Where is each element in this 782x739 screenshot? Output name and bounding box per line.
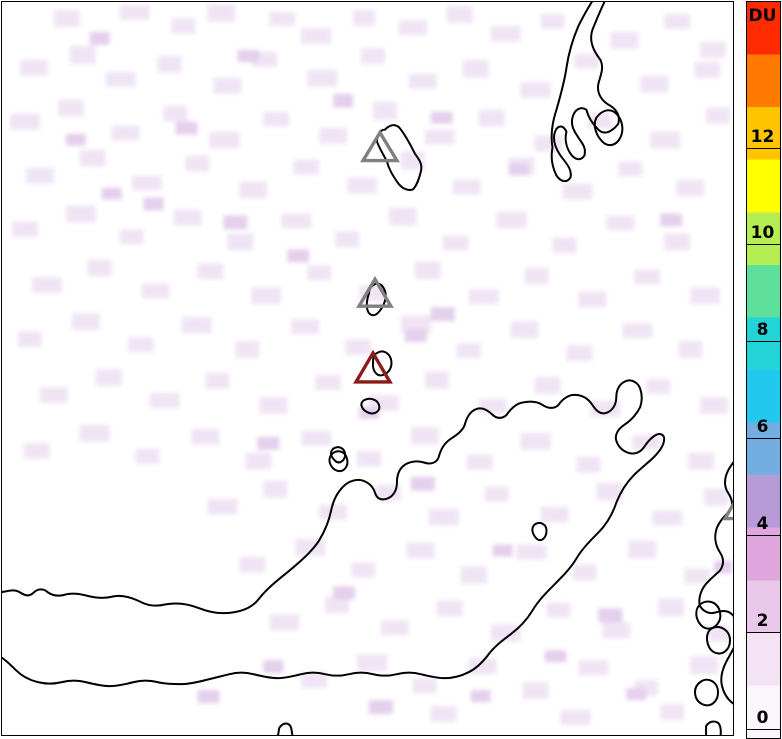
so2-data-raster xyxy=(9,3,733,726)
coast-north-sulawesi xyxy=(2,379,666,688)
colorbar-tick-6 xyxy=(746,438,781,439)
colorbar-tick-12 xyxy=(746,148,781,149)
colorbar-tick-0 xyxy=(746,729,781,730)
colorbar-tick-8 xyxy=(746,341,781,342)
coast-sangihe-main xyxy=(550,2,620,183)
volcano-marker-central[interactable] xyxy=(356,275,394,308)
coastline-layer xyxy=(2,2,733,735)
colorbar-label-10: 10 xyxy=(750,223,775,243)
colorbar-tick-4 xyxy=(746,535,781,536)
coast-sangihe-islet xyxy=(593,109,624,147)
colorbar-tick-10 xyxy=(746,244,781,245)
coast-islet-makian xyxy=(705,720,722,735)
colorbar-unit-label: DU xyxy=(748,6,777,26)
colorbar-label-2: 2 xyxy=(756,611,769,631)
colorbar-tick-2 xyxy=(746,632,781,633)
volcano-marker-highlighted[interactable] xyxy=(353,349,393,384)
colorbar-label-12: 12 xyxy=(750,127,775,147)
coast-islet-bangka xyxy=(328,450,349,473)
coast-biaro-island xyxy=(360,397,381,415)
colorbar[interactable]: DU 12 10 8 6 4 2 0 xyxy=(746,1,781,739)
coast-islet-tidore xyxy=(706,626,732,655)
colorbar-label-0: 0 xyxy=(756,708,769,728)
volcano-marker-layer[interactable] xyxy=(2,2,733,735)
coast-islet-mid xyxy=(531,521,548,542)
colorbar-label-6: 6 xyxy=(756,417,769,437)
colorbar-label-4: 4 xyxy=(756,514,769,534)
colorbar-gradient xyxy=(746,1,781,739)
coast-islet-bottom xyxy=(277,722,294,735)
coast-halmahera-west xyxy=(698,461,733,705)
coast-islet-moti xyxy=(694,678,720,707)
coast-ruang-island xyxy=(371,350,393,377)
map-plot-area[interactable] xyxy=(1,1,734,736)
volcano-marker-east-edge[interactable] xyxy=(722,493,733,521)
colorbar-label-8: 8 xyxy=(756,320,769,340)
volcano-marker-north[interactable] xyxy=(359,129,400,163)
coast-siau-island xyxy=(375,124,423,191)
panel-gutter xyxy=(734,0,746,739)
coast-islet-ternate xyxy=(695,600,722,630)
